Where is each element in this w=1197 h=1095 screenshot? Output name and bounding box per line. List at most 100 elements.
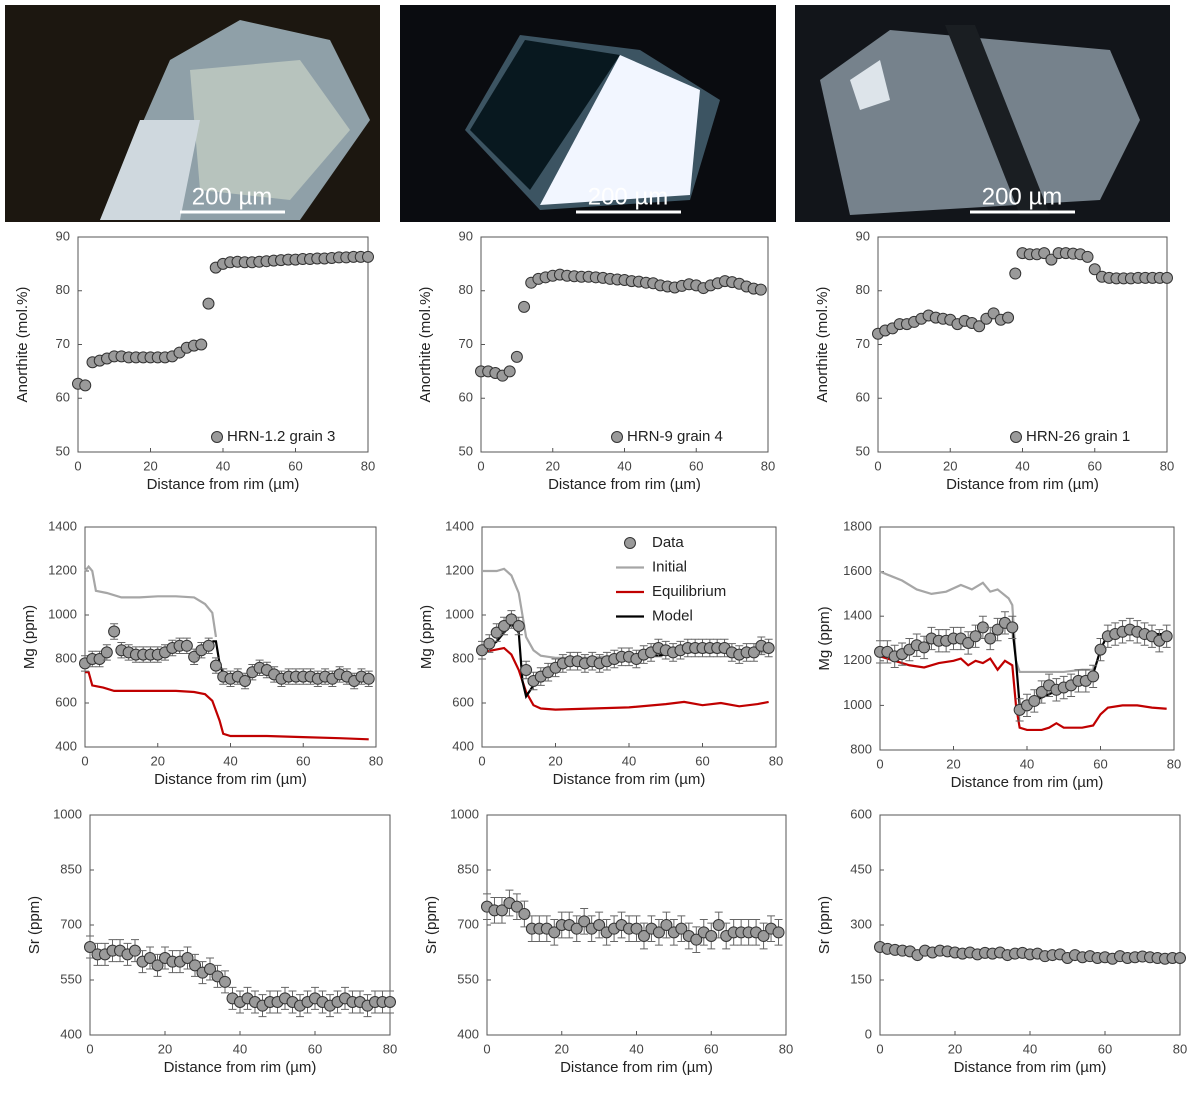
data-point bbox=[101, 647, 112, 658]
x-tick-label: 40 bbox=[216, 458, 230, 473]
legend-label: HRN-1.2 grain 3 bbox=[227, 428, 335, 445]
x-tick-label: 60 bbox=[1098, 1041, 1112, 1056]
x-axis-title: Distance from rim (µm) bbox=[154, 771, 307, 788]
y-tick-label: 850 bbox=[457, 861, 479, 876]
data-point bbox=[484, 638, 495, 649]
x-tick-label: 60 bbox=[695, 753, 709, 768]
plot-area bbox=[476, 269, 767, 381]
y-tick-label: 1400 bbox=[843, 608, 872, 623]
data-point bbox=[755, 284, 766, 295]
x-tick-label: 60 bbox=[704, 1041, 718, 1056]
x-tick-label: 40 bbox=[617, 458, 631, 473]
x-tick-label: 60 bbox=[1088, 458, 1102, 473]
plot-area bbox=[875, 942, 1186, 965]
y-tick-label: 80 bbox=[56, 282, 70, 297]
series-line bbox=[85, 567, 216, 637]
x-tick-label: 40 bbox=[223, 753, 237, 768]
y-tick-label: 600 bbox=[55, 694, 77, 709]
legend-marker bbox=[212, 432, 223, 443]
y-tick-label: 60 bbox=[459, 390, 473, 405]
data-point bbox=[1095, 644, 1106, 655]
y-tick-label: 90 bbox=[856, 228, 870, 243]
data-point bbox=[513, 621, 524, 632]
y-tick-label: 550 bbox=[60, 971, 82, 986]
x-tick-label: 20 bbox=[946, 756, 960, 771]
y-tick-label: 600 bbox=[452, 694, 474, 709]
y-axis-title: Mg (ppm) bbox=[21, 605, 38, 669]
y-tick-label: 150 bbox=[850, 971, 872, 986]
x-tick-label: 0 bbox=[483, 1041, 490, 1056]
legend-label: Data bbox=[652, 534, 684, 551]
data-point bbox=[763, 643, 774, 654]
x-tick-label: 40 bbox=[622, 753, 636, 768]
legend-label: HRN-9 grain 4 bbox=[627, 428, 723, 445]
y-tick-label: 600 bbox=[850, 806, 872, 821]
x-tick-label: 0 bbox=[874, 458, 881, 473]
data-point bbox=[970, 631, 981, 642]
x-axis-title: Distance from rim (µm) bbox=[946, 476, 1099, 493]
y-tick-label: 400 bbox=[452, 738, 474, 753]
data-point bbox=[519, 301, 530, 312]
y-tick-label: 1000 bbox=[843, 697, 872, 712]
data-point bbox=[1010, 268, 1021, 279]
y-axis-title: Anorthite (mol.%) bbox=[814, 287, 831, 403]
plot-area bbox=[873, 248, 1173, 340]
data-point bbox=[363, 673, 374, 684]
y-tick-label: 1400 bbox=[445, 518, 474, 533]
y-tick-label: 1800 bbox=[843, 518, 872, 533]
plot-frame bbox=[880, 815, 1180, 1035]
x-tick-label: 20 bbox=[548, 753, 562, 768]
x-tick-label: 60 bbox=[288, 458, 302, 473]
y-tick-label: 800 bbox=[850, 741, 872, 756]
y-tick-label: 80 bbox=[856, 282, 870, 297]
data-point bbox=[1175, 953, 1186, 964]
x-tick-label: 0 bbox=[86, 1041, 93, 1056]
data-point bbox=[1003, 312, 1014, 323]
plot-area bbox=[482, 890, 785, 952]
y-tick-label: 50 bbox=[459, 443, 473, 458]
scale-bar-label: 200 µm bbox=[982, 183, 1063, 210]
legend-label: Model bbox=[652, 607, 693, 624]
data-point bbox=[203, 298, 214, 309]
x-tick-label: 60 bbox=[308, 1041, 322, 1056]
y-tick-label: 0 bbox=[865, 1026, 872, 1041]
y-tick-label: 1200 bbox=[843, 652, 872, 667]
x-tick-label: 80 bbox=[383, 1041, 397, 1056]
data-point bbox=[511, 351, 522, 362]
data-point bbox=[706, 931, 717, 942]
data-point bbox=[210, 660, 221, 671]
y-tick-label: 90 bbox=[56, 228, 70, 243]
data-point bbox=[220, 976, 231, 987]
plot-area bbox=[73, 251, 374, 390]
data-point bbox=[181, 640, 192, 651]
data-point bbox=[1161, 631, 1172, 642]
data-point bbox=[519, 909, 530, 920]
x-tick-label: 20 bbox=[555, 1041, 569, 1056]
data-point bbox=[504, 366, 515, 377]
x-axis-title: Distance from rim (µm) bbox=[951, 774, 1104, 791]
data-point bbox=[1007, 622, 1018, 633]
x-tick-label: 60 bbox=[689, 458, 703, 473]
x-tick-label: 80 bbox=[1160, 458, 1174, 473]
y-tick-label: 1200 bbox=[48, 562, 77, 577]
data-point bbox=[919, 642, 930, 653]
x-tick-label: 20 bbox=[948, 1041, 962, 1056]
y-tick-label: 800 bbox=[55, 650, 77, 665]
data-point bbox=[80, 380, 91, 391]
x-tick-label: 0 bbox=[81, 753, 88, 768]
y-tick-label: 1000 bbox=[450, 806, 479, 821]
x-tick-label: 40 bbox=[233, 1041, 247, 1056]
x-axis-title: Distance from rim (µm) bbox=[548, 476, 701, 493]
data-point bbox=[1082, 251, 1093, 262]
y-axis-title: Sr (ppm) bbox=[816, 896, 833, 954]
x-axis-title: Distance from rim (µm) bbox=[147, 476, 300, 493]
y-axis-title: Mg (ppm) bbox=[816, 606, 833, 670]
x-tick-label: 80 bbox=[1173, 1041, 1187, 1056]
y-tick-label: 1000 bbox=[445, 606, 474, 621]
data-point bbox=[196, 339, 207, 350]
series-line bbox=[880, 656, 1167, 730]
data-point bbox=[521, 665, 532, 676]
legend-label: Initial bbox=[652, 558, 687, 575]
y-tick-label: 70 bbox=[56, 336, 70, 351]
x-tick-label: 0 bbox=[74, 458, 81, 473]
